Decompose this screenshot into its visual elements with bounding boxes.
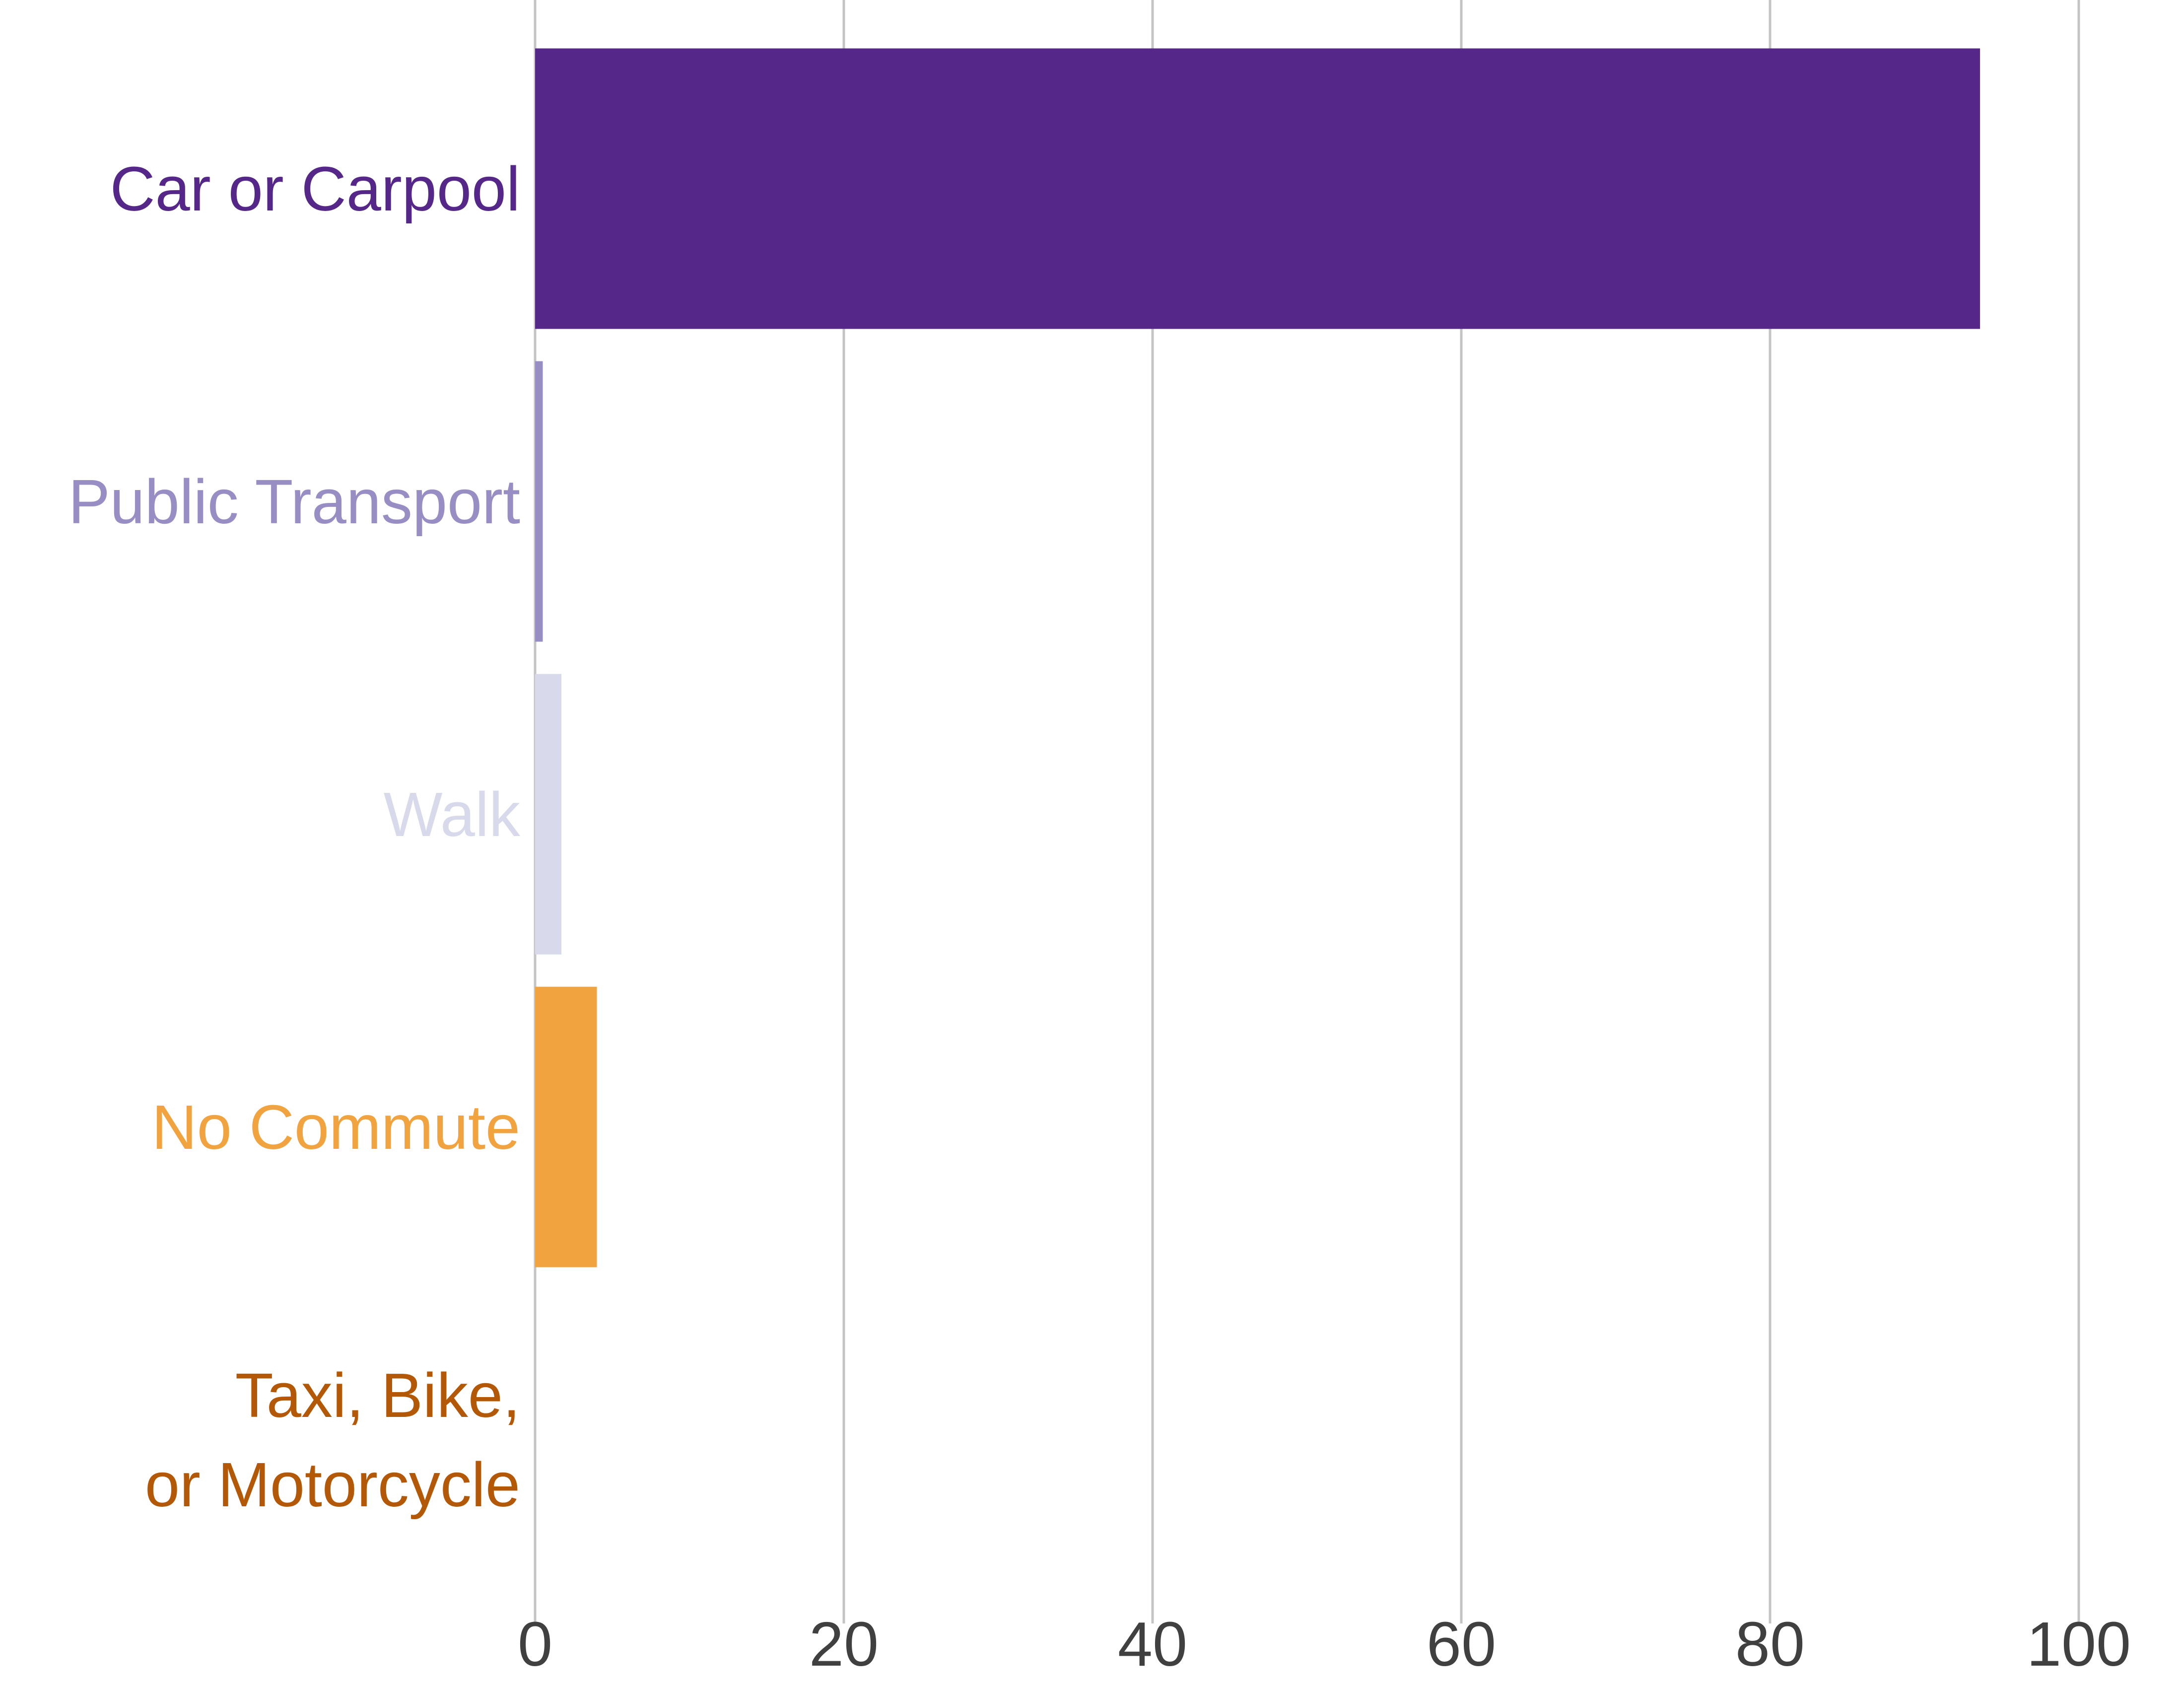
- bar-1: [535, 361, 543, 642]
- category-label-4-line-0: Taxi, Bike,: [235, 1360, 520, 1430]
- category-label-0: Car or Carpool: [110, 154, 520, 224]
- x-tick-label-20: 20: [809, 1609, 879, 1679]
- category-label-2: Walk: [384, 779, 521, 849]
- category-label-3: No Commute: [152, 1092, 520, 1162]
- category-label-1: Public Transport: [68, 467, 520, 537]
- x-tick-label-100: 100: [2027, 1609, 2131, 1679]
- bar-3: [535, 986, 597, 1267]
- bars: [535, 48, 1980, 1267]
- bar-2: [535, 674, 561, 955]
- x-tick-label-0: 0: [518, 1609, 552, 1679]
- x-tick-label-80: 80: [1735, 1609, 1805, 1679]
- x-axis-tick-labels: 0 20 40 60 80 100: [518, 1609, 2131, 1679]
- x-tick-label-40: 40: [1118, 1609, 1187, 1679]
- category-label-4-line-1: or Motorcycle: [145, 1450, 520, 1520]
- x-tick-label-60: 60: [1427, 1609, 1496, 1679]
- category-labels: Car or Carpool Public Transport Walk No Com…: [68, 154, 521, 1520]
- bar-0: [535, 48, 1980, 329]
